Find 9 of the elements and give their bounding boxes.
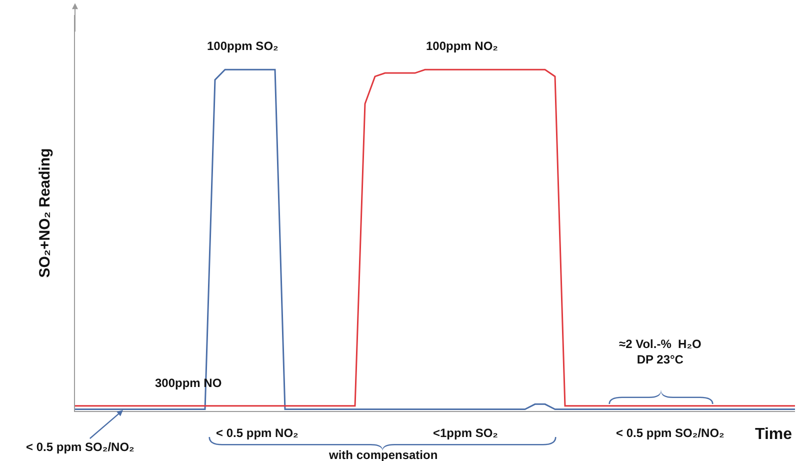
y-axis-title: SO₂+NO₂ Reading bbox=[36, 148, 54, 278]
text: < 0.5 ppm SO₂/NO₂ bbox=[616, 426, 724, 440]
x-axis-title: Time bbox=[755, 426, 792, 443]
text: < 0.5 ppm NO₂ bbox=[216, 426, 298, 440]
text: <1ppm SO₂ bbox=[433, 426, 498, 440]
text: < 0.5 ppm SO₂/NO₂ bbox=[26, 440, 134, 454]
text: 100ppm NO₂ bbox=[426, 39, 498, 53]
annotation: ≈2 Vol.-% H₂O DP 23°C bbox=[619, 337, 702, 367]
text: 100ppm SO₂ bbox=[207, 39, 278, 53]
